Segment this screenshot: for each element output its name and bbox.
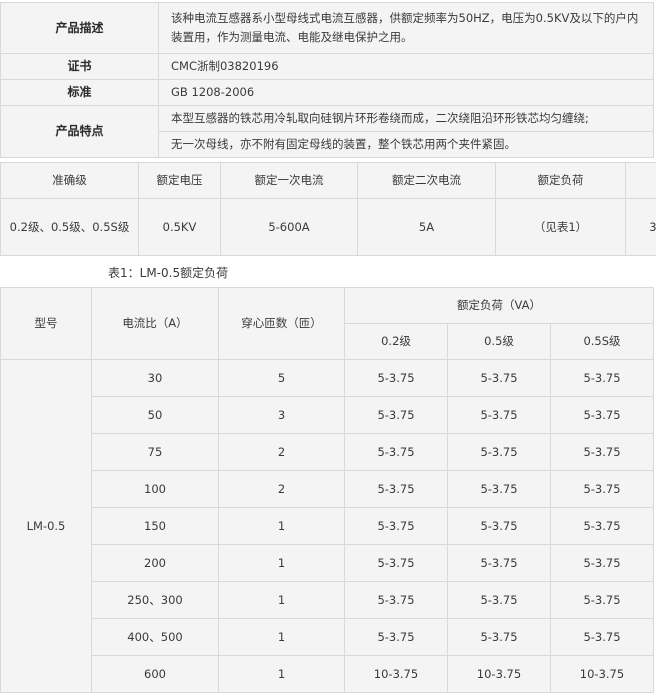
burden-table-caption: 表1：LM-0.5额定负荷 bbox=[0, 256, 656, 287]
burden-cell-grade-0-5: 5-3.75 bbox=[448, 360, 551, 397]
product-spec-page: 产品描述 该种电流互感器系小型母线式电流互感器，供额定频率为50HZ，电压为0.… bbox=[0, 2, 656, 585]
info-value-description: 该种电流互感器系小型母线式电流互感器，供额定频率为50HZ，电压为0.5KV及以… bbox=[159, 3, 654, 54]
burden-cell-grade-0-2: 5-3.75 bbox=[345, 619, 448, 656]
table-row: 标准 GB 1208-2006 bbox=[1, 80, 654, 106]
param-value-withstand-voltage: 3KV/1min bbox=[626, 199, 656, 256]
table-row: 产品特点 本型互感器的铁芯用冷轧取向硅钢片环形卷绕而成，二次绕阻沿环形铁芯均匀缠… bbox=[1, 106, 654, 132]
info-label-description: 产品描述 bbox=[1, 3, 159, 54]
burden-cell-grade-0-2: 5-3.75 bbox=[345, 508, 448, 545]
burden-cell-grade-0-5s: 5-3.75 bbox=[551, 471, 654, 508]
param-header-primary-current: 额定一次电流 bbox=[221, 163, 358, 199]
burden-cell-grade-0-5s: 5-3.75 bbox=[551, 397, 654, 434]
param-value-rated-voltage: 0.5KV bbox=[139, 199, 221, 256]
burden-cell-grade-0-2: 5-3.75 bbox=[345, 360, 448, 397]
table-row: 0.2级、0.5级、0.5S级 0.5KV 5-600A 5A （见表1） 3K… bbox=[1, 199, 656, 256]
table-header-row: 型号 电流比（A） 穿心匝数（匝） 额定负荷（VA） bbox=[1, 288, 654, 324]
burden-cell-grade-0-5s: 5-3.75 bbox=[551, 360, 654, 397]
burden-cell-grade-0-5s: 5-3.75 bbox=[551, 434, 654, 471]
param-value-primary-current: 5-600A bbox=[221, 199, 358, 256]
burden-cell-grade-0-2: 5-3.75 bbox=[345, 582, 448, 619]
table-row: 200 1 5-3.75 5-3.75 5-3.75 bbox=[1, 545, 654, 582]
table-row: 150 1 5-3.75 5-3.75 5-3.75 bbox=[1, 508, 654, 545]
burden-cell-grade-0-2: 10-3.75 bbox=[345, 656, 448, 693]
table-row: 600 1 10-3.75 10-3.75 10-3.75 bbox=[1, 656, 654, 693]
burden-cell-ratio: 100 bbox=[92, 471, 219, 508]
burden-cell-grade-0-5: 5-3.75 bbox=[448, 619, 551, 656]
burden-cell-grade-0-5: 5-3.75 bbox=[448, 508, 551, 545]
table-row: LM-0.5 30 5 5-3.75 5-3.75 5-3.75 bbox=[1, 360, 654, 397]
info-value-certificate: CMC浙制03820196 bbox=[159, 54, 654, 80]
burden-cell-grade-0-5: 5-3.75 bbox=[448, 434, 551, 471]
burden-cell-grade-0-5: 5-3.75 bbox=[448, 545, 551, 582]
burden-cell-grade-0-5: 5-3.75 bbox=[448, 582, 551, 619]
table-row: 100 2 5-3.75 5-3.75 5-3.75 bbox=[1, 471, 654, 508]
burden-cell-grade-0-2: 5-3.75 bbox=[345, 471, 448, 508]
param-header-rated-burden: 额定负荷 bbox=[496, 163, 626, 199]
table-header-row: 准确级 额定电压 额定一次电流 额定二次电流 额定负荷 耐压 bbox=[1, 163, 656, 199]
info-value-feature-2: 无一次母线，亦不附有固定母线的装置，整个铁芯用两个夹件紧固。 bbox=[159, 132, 654, 158]
info-label-standard: 标准 bbox=[1, 80, 159, 106]
burden-cell-grade-0-2: 5-3.75 bbox=[345, 397, 448, 434]
burden-cell-turns: 2 bbox=[219, 434, 345, 471]
burden-cell-grade-0-5s: 5-3.75 bbox=[551, 508, 654, 545]
info-label-features: 产品特点 bbox=[1, 106, 159, 158]
burden-cell-ratio: 30 bbox=[92, 360, 219, 397]
burden-header-grade-0-5s: 0.5S级 bbox=[551, 324, 654, 360]
product-info-table: 产品描述 该种电流互感器系小型母线式电流互感器，供额定频率为50HZ，电压为0.… bbox=[0, 2, 654, 158]
burden-cell-turns: 1 bbox=[219, 582, 345, 619]
burden-cell-grade-0-5s: 5-3.75 bbox=[551, 545, 654, 582]
param-header-secondary-current: 额定二次电流 bbox=[358, 163, 496, 199]
burden-cell-turns: 1 bbox=[219, 619, 345, 656]
burden-header-grade-0-2: 0.2级 bbox=[345, 324, 448, 360]
table-row: 50 3 5-3.75 5-3.75 5-3.75 bbox=[1, 397, 654, 434]
burden-cell-ratio: 150 bbox=[92, 508, 219, 545]
burden-header-grade-0-5: 0.5级 bbox=[448, 324, 551, 360]
burden-header-current-ratio: 电流比（A） bbox=[92, 288, 219, 360]
burden-cell-model: LM-0.5 bbox=[1, 360, 92, 693]
burden-cell-turns: 1 bbox=[219, 656, 345, 693]
table-row: 400、500 1 5-3.75 5-3.75 5-3.75 bbox=[1, 619, 654, 656]
param-header-rated-voltage: 额定电压 bbox=[139, 163, 221, 199]
burden-cell-grade-0-5: 5-3.75 bbox=[448, 471, 551, 508]
burden-header-model: 型号 bbox=[1, 288, 92, 360]
burden-cell-ratio: 75 bbox=[92, 434, 219, 471]
param-header-withstand-voltage: 耐压 bbox=[626, 163, 656, 199]
burden-header-turns: 穿心匝数（匝） bbox=[219, 288, 345, 360]
burden-cell-grade-0-5s: 10-3.75 bbox=[551, 656, 654, 693]
param-value-rated-burden: （见表1） bbox=[496, 199, 626, 256]
burden-cell-turns: 1 bbox=[219, 508, 345, 545]
table-row: 75 2 5-3.75 5-3.75 5-3.75 bbox=[1, 434, 654, 471]
table-row: 250、300 1 5-3.75 5-3.75 5-3.75 bbox=[1, 582, 654, 619]
table-row: 产品描述 该种电流互感器系小型母线式电流互感器，供额定频率为50HZ，电压为0.… bbox=[1, 3, 654, 54]
burden-cell-ratio: 250、300 bbox=[92, 582, 219, 619]
burden-cell-grade-0-5s: 5-3.75 bbox=[551, 582, 654, 619]
burden-cell-grade-0-5s: 5-3.75 bbox=[551, 619, 654, 656]
table-row: 证书 CMC浙制03820196 bbox=[1, 54, 654, 80]
burden-cell-turns: 3 bbox=[219, 397, 345, 434]
info-label-certificate: 证书 bbox=[1, 54, 159, 80]
param-value-secondary-current: 5A bbox=[358, 199, 496, 256]
param-header-accuracy-class: 准确级 bbox=[1, 163, 139, 199]
burden-cell-turns: 5 bbox=[219, 360, 345, 397]
burden-cell-ratio: 200 bbox=[92, 545, 219, 582]
parameters-table: 准确级 额定电压 额定一次电流 额定二次电流 额定负荷 耐压 0.2级、0.5级… bbox=[0, 162, 656, 256]
param-value-accuracy-class: 0.2级、0.5级、0.5S级 bbox=[1, 199, 139, 256]
burden-cell-turns: 1 bbox=[219, 545, 345, 582]
burden-header-rated-burden-group: 额定负荷（VA） bbox=[345, 288, 654, 324]
burden-cell-ratio: 600 bbox=[92, 656, 219, 693]
burden-cell-grade-0-2: 5-3.75 bbox=[345, 434, 448, 471]
burden-cell-turns: 2 bbox=[219, 471, 345, 508]
info-value-feature-1: 本型互感器的铁芯用冷轧取向硅钢片环形卷绕而成，二次绕阻沿环形铁芯均匀缠绕; bbox=[159, 106, 654, 132]
rated-burden-table: 型号 电流比（A） 穿心匝数（匝） 额定负荷（VA） 0.2级 0.5级 0.5… bbox=[0, 287, 654, 693]
info-value-standard: GB 1208-2006 bbox=[159, 80, 654, 106]
burden-cell-grade-0-2: 5-3.75 bbox=[345, 545, 448, 582]
burden-cell-ratio: 400、500 bbox=[92, 619, 219, 656]
burden-cell-grade-0-5: 5-3.75 bbox=[448, 397, 551, 434]
burden-cell-ratio: 50 bbox=[92, 397, 219, 434]
burden-cell-grade-0-5: 10-3.75 bbox=[448, 656, 551, 693]
